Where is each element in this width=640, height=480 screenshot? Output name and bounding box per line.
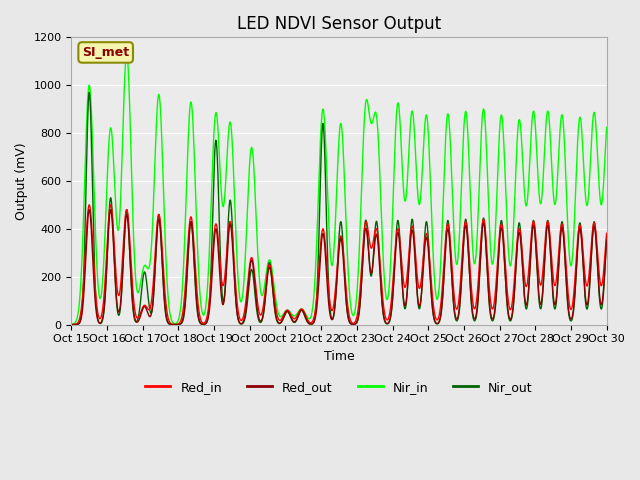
Red_out xyxy=(68,322,76,327)
Nir_in xyxy=(68,322,76,327)
Legend: Red_in, Red_out, Nir_in, Nir_out: Red_in, Red_out, Nir_in, Nir_out xyxy=(140,376,538,399)
Nir_in xyxy=(372,111,380,117)
Nir_in xyxy=(516,118,524,123)
Nir_in xyxy=(328,263,336,268)
Title: LED NDVI Sensor Output: LED NDVI Sensor Output xyxy=(237,15,441,33)
Red_out xyxy=(528,230,536,236)
Red_in xyxy=(529,220,537,226)
Red_in xyxy=(107,202,115,208)
Line: Nir_out: Nir_out xyxy=(72,92,607,324)
Red_in xyxy=(454,305,461,311)
Nir_out xyxy=(529,220,537,226)
Red_out xyxy=(85,207,93,213)
Line: Nir_in: Nir_in xyxy=(72,54,607,324)
Red_out xyxy=(603,238,611,243)
Red_out xyxy=(454,315,461,321)
Nir_out xyxy=(528,227,536,232)
Red_in xyxy=(68,322,76,327)
Red_in xyxy=(603,230,611,236)
Red_in xyxy=(516,227,524,232)
Nir_in xyxy=(123,51,131,57)
Nir_in xyxy=(454,258,461,264)
Line: Red_out: Red_out xyxy=(72,210,607,324)
Nir_out xyxy=(328,316,336,322)
Red_out xyxy=(372,231,380,237)
Nir_in xyxy=(528,116,536,122)
X-axis label: Time: Time xyxy=(324,350,355,363)
Text: SI_met: SI_met xyxy=(82,46,129,59)
Nir_in xyxy=(603,124,611,130)
Nir_out xyxy=(454,317,461,323)
Red_in xyxy=(528,224,536,230)
Red_out xyxy=(516,231,524,237)
Red_in xyxy=(328,308,336,313)
Line: Red_in: Red_in xyxy=(72,205,607,324)
Red_out xyxy=(328,317,336,323)
Nir_out xyxy=(516,222,524,228)
Red_in xyxy=(372,226,380,231)
Nir_in xyxy=(529,110,537,116)
Nir_out xyxy=(372,218,380,224)
Red_out xyxy=(529,224,537,230)
Nir_out xyxy=(85,89,93,95)
Nir_out xyxy=(603,234,611,240)
Nir_out xyxy=(68,322,76,327)
Y-axis label: Output (mV): Output (mV) xyxy=(15,142,28,220)
